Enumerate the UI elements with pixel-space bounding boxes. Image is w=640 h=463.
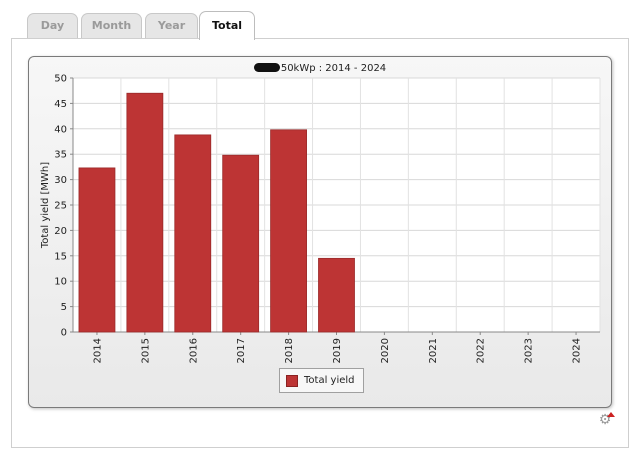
y-tick-label: 45 <box>54 99 67 110</box>
bar-2018 <box>270 129 307 333</box>
y-tick-label: 15 <box>54 251 67 262</box>
x-tick-label: 2019 <box>332 338 343 363</box>
x-tick-label: 2023 <box>524 338 535 363</box>
chart-title: 50kWp : 2014 - 2024 <box>0 63 640 74</box>
y-tick-label: 5 <box>61 302 67 313</box>
x-tick-label: 2014 <box>92 338 103 363</box>
y-tick-label: 30 <box>54 175 67 186</box>
y-axis-label: Total yield [MWh] <box>40 162 51 249</box>
x-tick-label: 2024 <box>572 338 583 363</box>
y-tick-label: 10 <box>54 277 67 288</box>
bar-2015 <box>126 92 164 333</box>
bar-2017 <box>222 154 260 333</box>
tab-total[interactable]: Total <box>199 11 255 40</box>
gear-icon[interactable]: ⚙ <box>598 412 615 428</box>
chart-labels: 0 5 10 15 20 25 30 35 40 45 50 2014 2015 2016 2017 2018… <box>40 74 583 364</box>
tab-year[interactable]: Year <box>145 13 198 39</box>
y-tick-label: 40 <box>54 124 67 135</box>
x-tick-label: 2020 <box>380 338 391 363</box>
x-tick-label: 2017 <box>236 338 247 363</box>
chart-legend: Total yield <box>279 368 364 393</box>
chart-title-text: 50kWp : 2014 - 2024 <box>280 63 387 74</box>
x-tick-label: 2015 <box>140 338 151 363</box>
y-tick-label: 20 <box>54 226 67 237</box>
redacted-mark <box>253 63 280 72</box>
tab-month[interactable]: Month <box>81 13 142 39</box>
y-tick-label: 50 <box>54 74 67 85</box>
y-tick-label: 35 <box>54 150 67 161</box>
y-tick-label: 0 <box>61 328 67 339</box>
bar-2019 <box>318 257 355 333</box>
bar-2016 <box>174 134 212 333</box>
x-tick-label: 2018 <box>284 338 295 363</box>
bar-2014 <box>78 167 116 333</box>
x-tick-label: 2022 <box>476 338 487 363</box>
x-tick-label: 2021 <box>428 338 439 363</box>
y-tick-label: 25 <box>54 201 67 212</box>
legend-swatch <box>286 374 298 387</box>
tab-day[interactable]: Day <box>27 13 78 39</box>
legend-label: Total yield <box>304 375 355 386</box>
chart-bars <box>78 92 355 333</box>
x-tick-label: 2016 <box>188 338 199 363</box>
